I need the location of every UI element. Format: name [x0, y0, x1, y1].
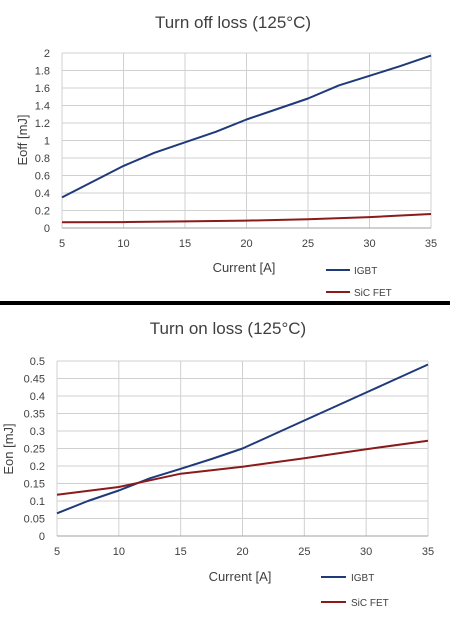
- x-tick-label: 5: [59, 238, 65, 250]
- y-tick-label: 0.05: [24, 514, 45, 526]
- x-tick-label: 30: [363, 238, 375, 250]
- y-tick-label: 1.4: [35, 101, 50, 113]
- y-tick-label: 0.2: [30, 461, 45, 473]
- legend: IGBT SiC FET: [321, 573, 389, 609]
- series-line-sic-fet: [61, 213, 432, 224]
- y-tick-label: 1.2: [35, 118, 50, 130]
- plot-area: 00.20.40.60.811.21.41.61.825 10 15 20 25 30 35: [35, 48, 437, 250]
- chart-turn-on-loss: Turn on loss (125°C) 0 0.05 0.1 0.15 0.2 0.25…: [1, 319, 434, 609]
- y-axis-label: Eoff [mJ]: [15, 114, 30, 165]
- y-tick-label: 0.25: [24, 444, 45, 456]
- legend: IGBT SiC FET: [326, 266, 392, 299]
- x-tick-label: 25: [302, 238, 314, 250]
- series-line-sic-fet: [56, 439, 429, 496]
- x-tick-label: 15: [179, 238, 191, 250]
- chart-title: Turn off loss (125°C): [155, 13, 311, 32]
- y-axis-label: Eon [mJ]: [1, 423, 16, 474]
- x-axis-label: Current [A]: [209, 569, 272, 584]
- x-tick-label: 25: [298, 546, 310, 558]
- x-tick-label: 10: [117, 238, 129, 250]
- legend-label-sic-fet: SiC FET: [354, 288, 392, 299]
- y-tick-label: 1: [44, 136, 50, 148]
- y-tick-label: 0.1: [30, 496, 45, 508]
- x-tick-label: 10: [113, 546, 125, 558]
- y-tick-label: 1.8: [35, 66, 50, 78]
- legend-label-igbt: IGBT: [354, 266, 377, 277]
- chart-title: Turn on loss (125°C): [150, 319, 306, 338]
- plot-area: 0 0.05 0.1 0.15 0.2 0.25 0.3 0.35 0.4 0.45 0.5 5 10 1…: [24, 356, 435, 558]
- legend-label-sic-fet: SiC FET: [351, 598, 389, 609]
- chart-turn-off-loss: Turn off loss (125°C) 0 0.2 0.4 0.6 0.8 1 1.2 1…: [15, 13, 437, 299]
- x-tick-label: 5: [54, 546, 60, 558]
- x-tick-label: 35: [422, 546, 434, 558]
- y-tick-label: 0.2: [35, 206, 50, 218]
- y-tick-label: 0.8: [35, 153, 50, 165]
- x-tick-label: 30: [360, 546, 372, 558]
- chart-separator: [0, 301, 450, 305]
- y-tick-label: 0.15: [24, 479, 45, 491]
- legend-label-igbt: IGBT: [351, 573, 374, 584]
- x-tick-label: 20: [240, 238, 252, 250]
- x-tick-label: 15: [175, 546, 187, 558]
- y-tick-label: 0: [44, 223, 50, 235]
- x-tick-label: 20: [236, 546, 248, 558]
- x-axis-label: Current [A]: [213, 260, 276, 275]
- y-tick-label: 0.5: [30, 356, 45, 368]
- y-tick-label: 2: [44, 48, 50, 60]
- y-tick-label: 0.4: [30, 391, 45, 403]
- y-tick-label: 0: [39, 531, 45, 543]
- y-tick-label: 0.45: [24, 374, 45, 386]
- y-tick-label: 0.35: [24, 409, 45, 421]
- x-tick-label: 35: [425, 238, 437, 250]
- y-tick-label: 0.4: [35, 188, 50, 200]
- y-tick-label: 1.6: [35, 83, 50, 95]
- y-tick-label: 0.3: [30, 426, 45, 438]
- y-tick-label: 0.6: [35, 171, 50, 183]
- series-line-igbt: [61, 54, 432, 199]
- series-line-igbt: [56, 363, 429, 515]
